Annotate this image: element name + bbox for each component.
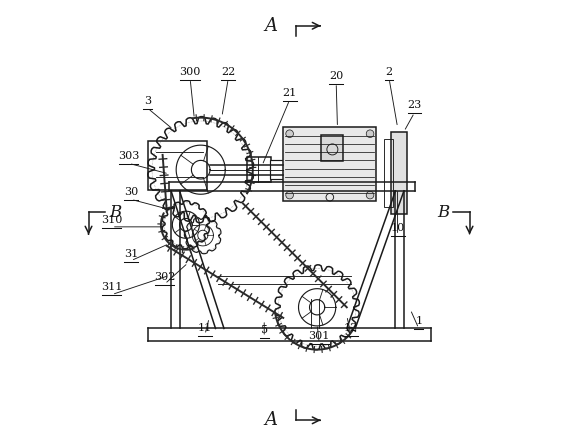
Text: 1: 1 (415, 316, 422, 326)
Text: 21: 21 (282, 88, 297, 98)
FancyBboxPatch shape (283, 127, 377, 202)
Text: B: B (437, 204, 449, 220)
Text: 301: 301 (309, 331, 330, 341)
Circle shape (366, 191, 374, 199)
Text: 311: 311 (101, 283, 122, 292)
Text: 20: 20 (329, 71, 343, 81)
Text: 300: 300 (179, 67, 201, 77)
FancyBboxPatch shape (391, 131, 407, 214)
Text: 22: 22 (221, 67, 235, 77)
Text: 30: 30 (124, 187, 138, 197)
Text: 3: 3 (144, 96, 151, 106)
Circle shape (286, 191, 293, 199)
Text: 5: 5 (260, 325, 268, 335)
Text: 2: 2 (386, 67, 393, 77)
Circle shape (286, 130, 293, 138)
FancyBboxPatch shape (321, 135, 343, 161)
Text: A: A (264, 17, 277, 35)
Circle shape (366, 130, 374, 138)
Text: 23: 23 (407, 101, 421, 110)
Text: A: A (264, 411, 277, 430)
FancyBboxPatch shape (247, 157, 271, 183)
Text: 31: 31 (124, 249, 138, 258)
FancyBboxPatch shape (270, 161, 283, 179)
Text: B: B (109, 204, 121, 220)
Text: 302: 302 (154, 272, 175, 282)
Text: 303: 303 (118, 151, 139, 161)
Text: 12: 12 (344, 323, 358, 333)
Text: 310: 310 (101, 215, 122, 225)
Text: 11: 11 (198, 323, 212, 333)
Text: 10: 10 (390, 223, 405, 233)
